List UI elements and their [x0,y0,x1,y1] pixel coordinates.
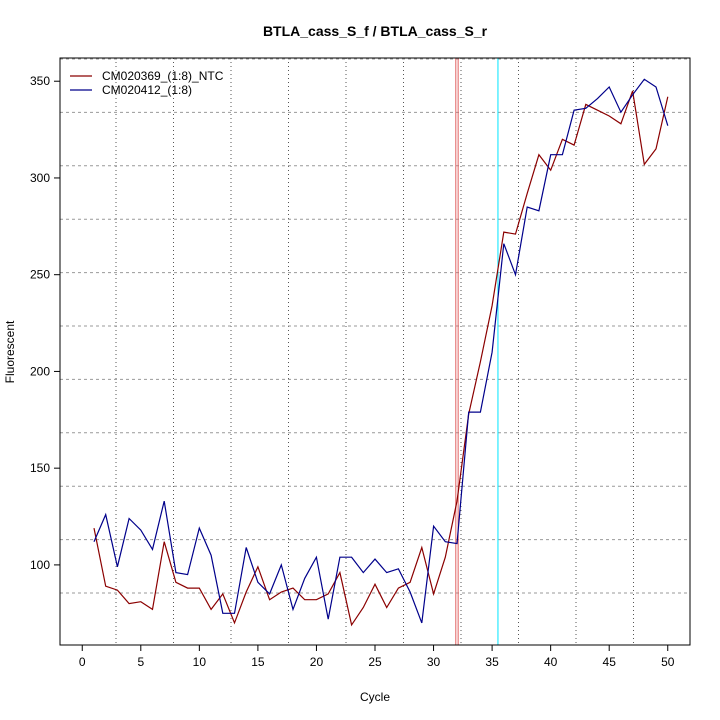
x-tick-label: 50 [661,655,675,669]
x-tick-label: 5 [137,655,144,669]
x-tick-label: 10 [193,655,207,669]
y-tick-label: 150 [30,461,50,475]
x-axis-label: Cycle [360,690,390,704]
x-tick-label: 15 [251,655,265,669]
x-tick-label: 0 [79,655,86,669]
plot-frame [59,57,691,646]
x-tick-label: 35 [485,655,499,669]
legend-label: CM020412_(1:8) [102,83,192,97]
axes: 0 5 10 15 20 25 30 35 40 45 50 100 150 200 250 300 350 [30,74,675,669]
y-tick-label: 250 [30,268,50,282]
y-tick-label: 100 [30,558,50,572]
y-axis-label: Fluorescent [3,320,17,383]
x-tick-label: 40 [544,655,558,669]
y-tick-label: 200 [30,364,50,378]
legend-label: CM020369_(1:8)_NTC [102,69,224,83]
x-tick-label: 45 [603,655,617,669]
y-tick-label: 300 [30,171,50,185]
series-line-1 [93,90,669,627]
y-tick-label: 350 [30,74,50,88]
x-tick-label: 25 [368,655,382,669]
chart-title: BTLA_cass_S_f / BTLA_cass_S_r [263,23,488,39]
threshold-lines [455,58,499,645]
x-tick-label: 30 [427,655,441,669]
x-tick-label: 20 [310,655,324,669]
grid [60,58,690,645]
series-line-2 [93,78,669,624]
series-lines [93,78,669,627]
